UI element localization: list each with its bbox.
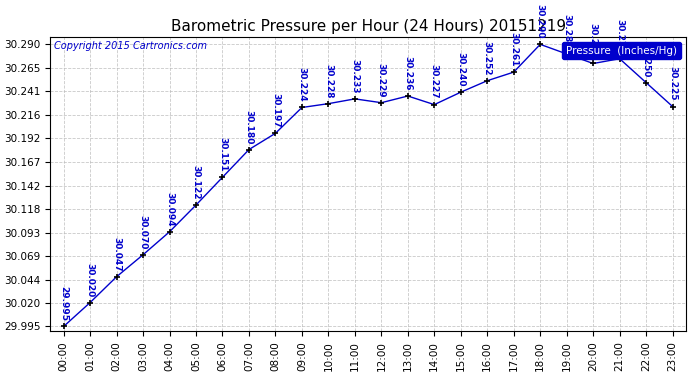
- Text: 30.225: 30.225: [668, 66, 677, 101]
- Text: Copyright 2015 Cartronics.com: Copyright 2015 Cartronics.com: [54, 41, 206, 51]
- Text: 30.250: 30.250: [642, 43, 651, 77]
- Text: 30.270: 30.270: [589, 24, 598, 58]
- Text: 30.151: 30.151: [218, 137, 227, 172]
- Text: 30.280: 30.280: [562, 14, 571, 48]
- Text: 30.261: 30.261: [509, 32, 518, 66]
- Text: 30.224: 30.224: [297, 67, 306, 102]
- Text: 29.995: 29.995: [59, 286, 68, 321]
- Title: Barometric Pressure per Hour (24 Hours) 20151219: Barometric Pressure per Hour (24 Hours) …: [170, 19, 566, 34]
- Text: 30.070: 30.070: [139, 215, 148, 249]
- Text: 30.180: 30.180: [244, 110, 253, 144]
- Text: 30.240: 30.240: [456, 52, 465, 87]
- Text: 30.275: 30.275: [615, 18, 624, 53]
- Text: 30.229: 30.229: [377, 63, 386, 97]
- Text: 30.236: 30.236: [404, 56, 413, 90]
- Text: 30.197: 30.197: [271, 93, 280, 128]
- Text: 30.290: 30.290: [535, 4, 544, 39]
- Text: 30.122: 30.122: [192, 165, 201, 200]
- Text: 30.227: 30.227: [430, 64, 439, 99]
- Text: 30.233: 30.233: [351, 59, 359, 93]
- Text: 30.094: 30.094: [165, 192, 174, 226]
- Text: 30.252: 30.252: [483, 40, 492, 75]
- Text: 30.047: 30.047: [112, 237, 121, 271]
- Text: 30.228: 30.228: [324, 64, 333, 98]
- Text: 30.020: 30.020: [86, 263, 95, 297]
- Legend: Pressure  (Inches/Hg): Pressure (Inches/Hg): [562, 42, 680, 59]
